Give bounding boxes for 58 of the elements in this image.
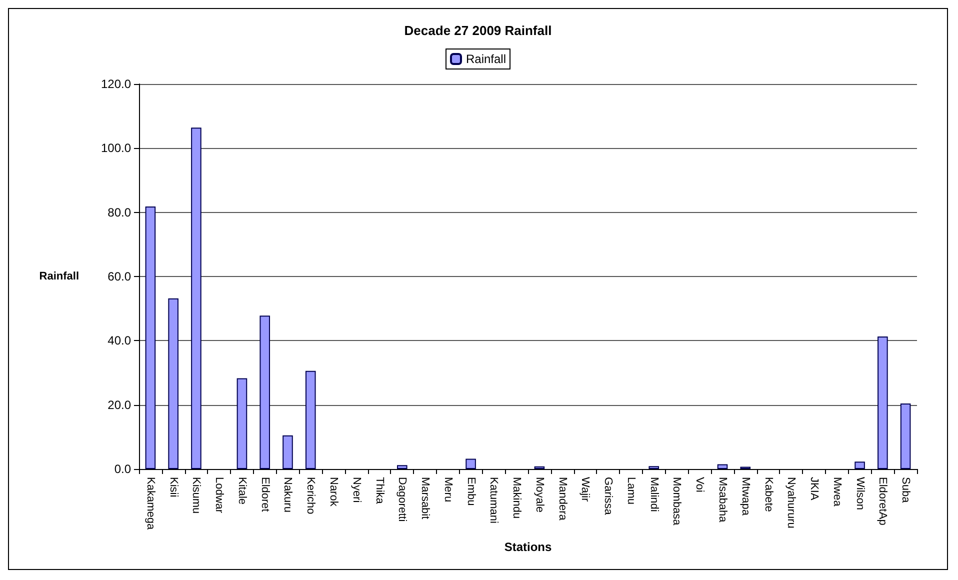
bar — [397, 465, 408, 469]
y-tick-label: 120.0 — [100, 77, 132, 91]
x-tick-label: Kisii — [167, 477, 180, 498]
x-tick-label: Lamu — [624, 477, 637, 505]
bar — [236, 378, 248, 469]
y-tick-label: 60.0 — [108, 270, 132, 284]
x-tick-label: Mtwapa — [739, 477, 752, 516]
y-axis-title: Rainfall — [39, 270, 79, 282]
bar — [900, 404, 911, 469]
bar — [260, 316, 270, 469]
x-tick-label: Garissa — [602, 477, 614, 516]
x-tick-label: Embu — [464, 477, 477, 506]
x-tick-label: Katumani — [488, 477, 500, 524]
y-tick-label: 20.0 — [108, 398, 132, 412]
y-tick-label: 100.0 — [100, 141, 132, 156]
x-tick-label: Moyale — [533, 477, 546, 512]
bar — [717, 464, 728, 469]
y-tick-label: 0.0 — [114, 462, 132, 476]
x-tick-label: Dagoretti — [396, 477, 408, 522]
x-tick-label: Meru — [442, 477, 454, 502]
x-tick-label: Wilson — [854, 477, 866, 510]
x-tick-label: EldoretAp — [876, 477, 889, 526]
x-tick-label: Suba — [900, 477, 912, 504]
bar — [878, 336, 888, 469]
bar — [854, 462, 865, 469]
x-tick-label: Makindu — [510, 477, 523, 519]
x-tick-label: Kakamega — [144, 477, 156, 530]
x-tick-label: Msabaha — [716, 477, 728, 524]
x-tick-label: Eldoret — [258, 477, 271, 512]
bar — [145, 206, 156, 469]
x-tick-label: Marsabit — [419, 477, 432, 520]
bar — [191, 128, 202, 469]
x-tick-label: Voi — [694, 477, 706, 492]
x-tick-label: Nyahururu — [785, 477, 798, 528]
chart-title: Decade 27 2009 Rainfall — [404, 23, 552, 38]
bar — [305, 370, 316, 469]
x-tick-label: Malindi — [648, 477, 660, 512]
x-tick-label: Narok — [328, 477, 340, 507]
x-axis-title: Stations — [504, 540, 552, 554]
bar — [466, 458, 476, 469]
x-tick-label: Kitale — [236, 477, 248, 505]
x-tick-label: Thika — [373, 477, 386, 505]
x-tick-label: Kisumu — [190, 477, 202, 514]
x-tick-label: JKIA — [808, 477, 820, 501]
x-tick-label: Wajir — [579, 477, 592, 502]
x-tick-label: Nakuru — [282, 477, 294, 512]
bar — [282, 435, 293, 469]
y-tick-label: 40.0 — [108, 334, 132, 348]
x-tick-label: Mombasa — [670, 477, 683, 526]
x-tick-label: Lodwar — [213, 477, 226, 514]
x-tick-label: Nyeri — [350, 477, 362, 503]
x-tick-label: Mandera — [556, 477, 568, 522]
x-tick-label: Kericho — [304, 477, 317, 514]
y-tick-label: 80.0 — [108, 205, 132, 220]
bar — [168, 298, 178, 469]
x-tick-label: Mwea — [830, 477, 843, 508]
legend-label: Rainfall — [466, 52, 506, 66]
x-tick-label: Kabete — [762, 477, 774, 512]
